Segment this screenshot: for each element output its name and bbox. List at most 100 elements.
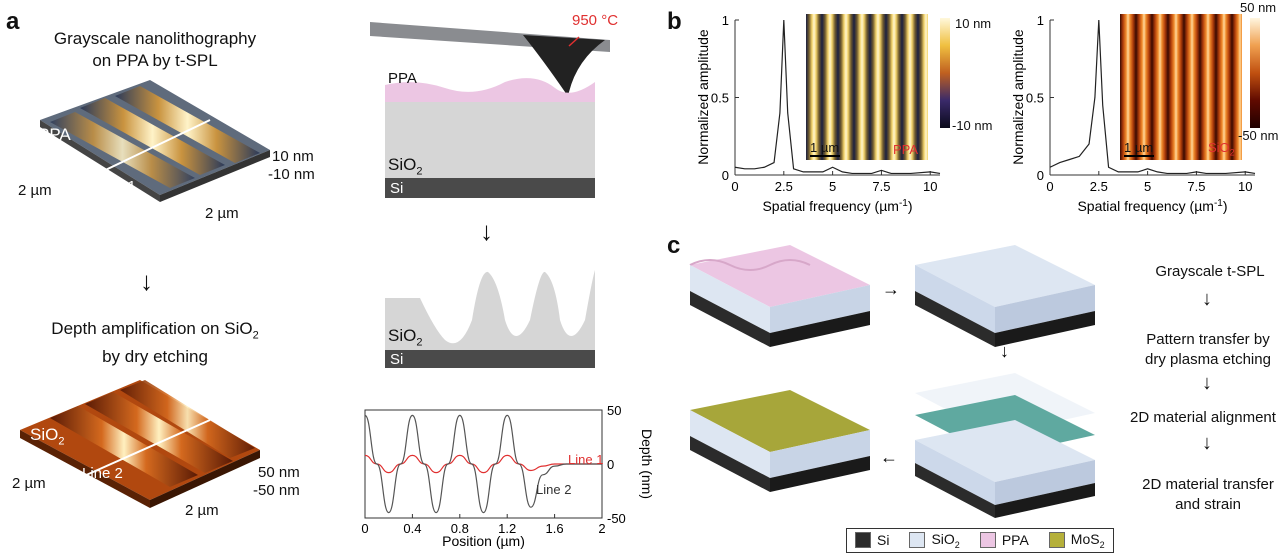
arrow-down-icon: ↓ xyxy=(1202,372,1212,394)
legend-si-swatch xyxy=(855,532,871,549)
series-line xyxy=(364,414,602,514)
afm2-dim-y: 2 µm xyxy=(185,502,219,519)
arrow-down-icon: ↓ xyxy=(1202,288,1212,310)
y-tick-label: -50 xyxy=(607,511,626,526)
x-tick-label: 2.5 xyxy=(1090,179,1108,194)
arrow-down-icon: ↓ xyxy=(1202,432,1212,454)
caption-top-line1: Grayscale nanolithography xyxy=(53,29,257,48)
spectrum-line xyxy=(734,19,941,175)
inset-ppa-label: PPA xyxy=(893,142,919,157)
inset-ppa-image xyxy=(806,14,928,160)
x-tick-label: 1.2 xyxy=(498,521,516,536)
step-1: Grayscale t-SPL xyxy=(1155,263,1265,280)
legend-ppa-swatch xyxy=(979,532,996,549)
step-4-line2: and strain xyxy=(1175,496,1241,513)
x-tick-label: 10 xyxy=(1238,179,1252,194)
x-tick-label: 2 xyxy=(598,521,605,536)
step-2-line1: Pattern transfer by xyxy=(1146,331,1270,348)
step-3: 2D material alignment xyxy=(1130,409,1276,426)
etch-schematic xyxy=(385,270,595,368)
series-label-line2: Line 2 xyxy=(536,482,571,497)
schematic2-sio2: SiO2 xyxy=(388,326,423,349)
afm-ppa-surface xyxy=(40,80,270,202)
y-tick-label: 0 xyxy=(722,168,729,183)
caption-top: Grayscale nanolithography on PPA by t-SP… xyxy=(40,28,270,72)
legend: Si SiO2 PPA MoS2 xyxy=(846,528,1114,553)
step-4-line1: 2D material transfer xyxy=(1142,476,1274,493)
caption-top-line2: on PPA by t-SPL xyxy=(92,51,218,70)
afm2-z-top: 50 nm xyxy=(258,464,300,481)
afm2-line: Line 2 xyxy=(82,465,123,482)
y-tick-label: 0 xyxy=(1037,168,1044,183)
x-tick-label: 0.8 xyxy=(451,521,469,536)
x-axis-label: Position (µm) xyxy=(442,533,525,549)
y-tick-label: 1 xyxy=(722,13,729,28)
panel-a-letter: a xyxy=(6,8,20,35)
y-tick-label: 50 xyxy=(607,403,621,418)
cbar-ppa-top: 10 nm xyxy=(955,16,992,31)
schematic-sio2: SiO2 xyxy=(388,155,423,178)
y-axis-label: Depth (nm) xyxy=(639,429,655,499)
cbar-ppa-bot: -10 nm xyxy=(952,118,993,133)
schematic2-si: Si xyxy=(390,351,404,368)
x-tick-label: 1.6 xyxy=(546,521,564,536)
x-tick-label: 0 xyxy=(361,521,368,536)
panel-c-letter: c xyxy=(667,232,681,259)
x-tick-label: 10 xyxy=(923,179,937,194)
legend-si-label: Si xyxy=(877,532,890,549)
afm1-z-top: 10 nm xyxy=(272,148,314,165)
spectrum-line xyxy=(1049,19,1256,175)
y-tick-label: 0.5 xyxy=(711,91,729,106)
x-tick-label: 7.5 xyxy=(1187,179,1205,194)
afm2-dim-x: 2 µm xyxy=(12,475,46,492)
series-label-line1: Line 1 xyxy=(568,452,603,467)
schematic-si: Si xyxy=(390,180,404,197)
cbar-sio2 xyxy=(1250,18,1260,128)
afm1-line: Line 1 xyxy=(95,178,136,195)
depth-profile-chart: 0 0.4 0.8 1.2 1.6 2 50 0 -50 Line 1 Line 2 Position… xyxy=(361,403,655,549)
step-4: 2D material transfer and strain xyxy=(1130,475,1286,515)
cbar-ppa xyxy=(940,18,950,128)
x-tick-label: 0.4 xyxy=(403,521,421,536)
y-tick-label: 0 xyxy=(607,457,614,472)
legend-ppa-label: PPA xyxy=(1001,532,1029,549)
x-tick-label: 5 xyxy=(829,179,836,194)
step-2-line2: dry plasma etching xyxy=(1145,351,1271,368)
y-axis-label: Normalized amplitude xyxy=(1010,29,1026,165)
y-axis-label: Normalized amplitude xyxy=(695,29,711,165)
step-2: Pattern transfer by dry plasma etching xyxy=(1130,330,1286,370)
svg-text:→: → xyxy=(882,279,900,299)
tspl-schematic xyxy=(370,22,610,198)
legend-mos2-label: MoS2 xyxy=(1070,531,1105,550)
inset-ppa-scale-bar xyxy=(810,155,840,157)
x-tick-label: 0 xyxy=(1046,179,1053,194)
inset-ppa-scale-label: 1 µm xyxy=(810,140,840,155)
x-axis-label: Spatial frequency (µm-1) xyxy=(762,198,912,215)
cbar-sio2-bot: -50 nm xyxy=(1238,128,1279,143)
x-axis-label: Spatial frequency (µm-1) xyxy=(1077,198,1227,215)
afm1-dim-x: 2 µm xyxy=(18,182,52,199)
afm2-z-bot: -50 nm xyxy=(253,482,300,499)
svg-text:←: ← xyxy=(880,447,898,467)
afm1-z-bot: -10 nm xyxy=(268,166,315,183)
y-tick-label: 1 xyxy=(1037,13,1044,28)
inset-sio2-scale-bar xyxy=(1124,155,1154,157)
x-tick-label: 5 xyxy=(1144,179,1151,194)
cbar-sio2-top: 50 nm xyxy=(1240,0,1277,15)
inset-sio2-label: SiO2 xyxy=(1208,140,1235,158)
svg-text:↓: ↓ xyxy=(1000,341,1009,361)
x-tick-label: 7.5 xyxy=(872,179,890,194)
caption-bottom: Depth amplification on SiO2 by dry etchi… xyxy=(20,318,290,368)
y-tick-label: 0.5 xyxy=(1026,91,1044,106)
afm1-material: PPA xyxy=(38,125,71,144)
afm2-material: SiO2 xyxy=(30,425,65,448)
legend-mos2-swatch xyxy=(1048,532,1065,549)
legend-sio2-label: SiO2 xyxy=(931,531,960,550)
inset-sio2-scale-label: 1 µm xyxy=(1124,140,1154,155)
x-tick-label: 0 xyxy=(731,179,738,194)
process-blocks: → ↓ ← xyxy=(689,245,1095,518)
panel-b-letter: b xyxy=(667,8,682,35)
afm-sio2-surface xyxy=(20,380,260,508)
spectrum-chart-sio2: 0 2.5 5 7.5 10 1 0.5 0 Spatial frequency (µm-1) N… xyxy=(1010,13,1256,215)
inset-sio2-image xyxy=(1120,14,1242,160)
